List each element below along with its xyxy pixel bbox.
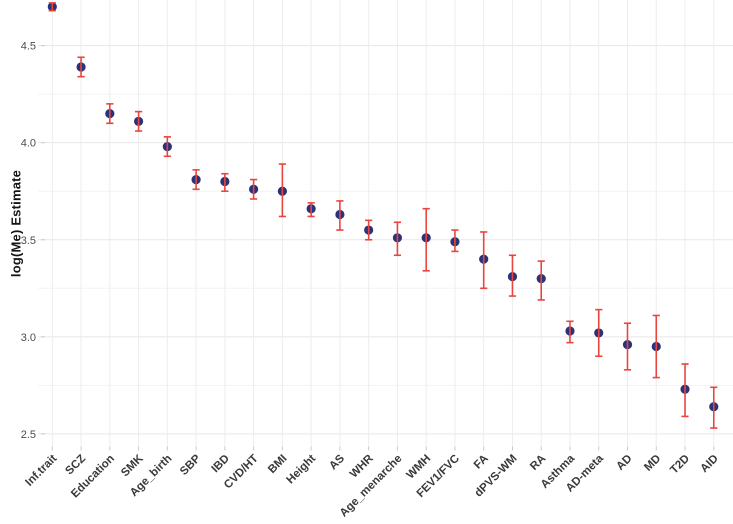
x-axis-category-label: MD <box>642 453 663 474</box>
y-axis-tick-label: 4.0 <box>21 138 36 150</box>
x-axis-category-label: AID <box>698 453 720 475</box>
x-axis-category-label: AS <box>327 452 347 472</box>
x-axis-category-label: Height <box>284 453 318 487</box>
x-axis-category-label: BMI <box>266 453 289 476</box>
x-axis-category-label: SCZ <box>63 453 88 478</box>
x-axis-category-label: RA <box>528 453 548 473</box>
x-axis-category-label: IBD <box>209 453 231 475</box>
y-axis-tick-label: 4.5 <box>21 41 36 53</box>
x-axis-category-label: SBP <box>178 452 203 477</box>
x-axis-category-label: Inf.trait <box>23 453 59 489</box>
y-axis-tick-label: 3.0 <box>21 332 36 344</box>
x-axis-category-label: T2D <box>668 453 692 477</box>
y-axis-tick-label: 3.5 <box>21 235 36 247</box>
y-axis-title: log(Me) Estimate <box>8 169 24 278</box>
x-axis-category-label: FA <box>472 453 491 472</box>
y-axis-tick-label: 2.5 <box>21 429 36 441</box>
x-axis-category-label: AD <box>614 453 634 473</box>
